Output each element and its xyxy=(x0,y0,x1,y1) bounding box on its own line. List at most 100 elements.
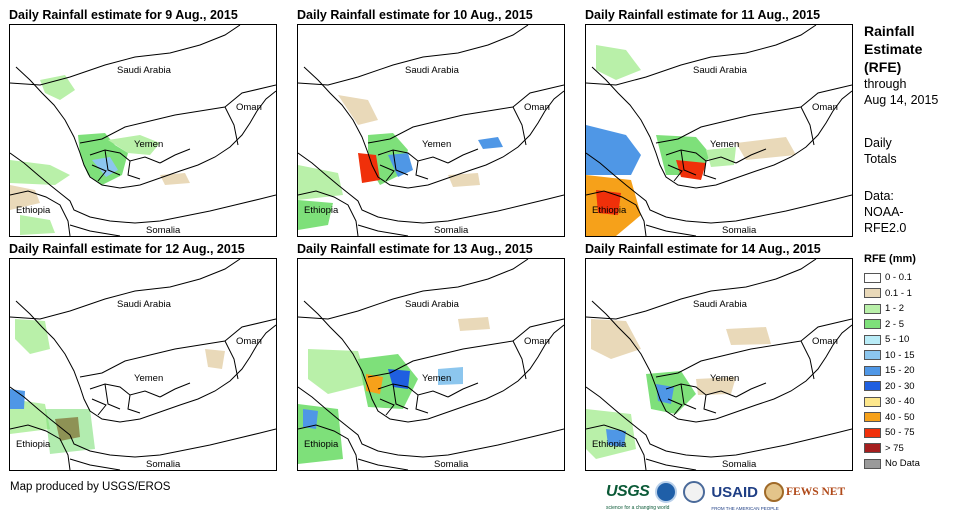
legend-row: 0.1 - 1 xyxy=(864,286,964,302)
legend-title-line: Rainfall xyxy=(864,23,915,39)
label-ethiopia: Ethiopia xyxy=(592,205,627,216)
legend-totals: Totals xyxy=(864,152,897,166)
legend-rfe-title: RFE (mm) xyxy=(864,253,916,265)
legend-title-line: (RFE) xyxy=(864,59,902,75)
legend-row: 20 - 30 xyxy=(864,379,964,395)
legend-label: 30 - 40 xyxy=(885,396,915,408)
legend-through: through xyxy=(864,77,907,91)
label-somalia: Somalia xyxy=(146,459,181,470)
noaa-logo xyxy=(655,481,678,503)
legend-label: 40 - 50 xyxy=(885,411,915,423)
legend-label: 20 - 30 xyxy=(885,380,915,392)
label-somalia: Somalia xyxy=(722,225,757,236)
label-oman: Oman xyxy=(812,102,838,113)
legend-label: 10 - 15 xyxy=(885,349,915,361)
label-ethiopia: Ethiopia xyxy=(16,205,51,216)
legend-label: 2 - 5 xyxy=(885,318,905,330)
panel-title: Daily Rainfall estimate for 9 Aug., 2015 xyxy=(9,8,238,22)
rainfall-map: Saudi Arabia Oman Yemen Ethiopia Somalia xyxy=(585,24,853,237)
seal-logo xyxy=(683,481,706,503)
usgs-tagline: science for a changing world xyxy=(606,505,670,511)
legend-swatch xyxy=(864,458,881,469)
legend-label: 0.1 - 1 xyxy=(885,287,912,299)
label-ethiopia: Ethiopia xyxy=(304,205,339,216)
legend-label: 1 - 2 xyxy=(885,303,905,315)
panel-title: Daily Rainfall estimate for 14 Aug., 201… xyxy=(585,242,821,256)
label-yemen: Yemen xyxy=(134,373,164,384)
panel-title: Daily Rainfall estimate for 13 Aug., 201… xyxy=(297,242,533,256)
legend-swatch xyxy=(864,412,881,423)
legend-row: 10 - 15 xyxy=(864,348,964,364)
legend-source-line: NOAA- xyxy=(864,205,904,219)
legend-source: Data: NOAA- RFE2.0 xyxy=(864,188,906,236)
label-saudi-arabia: Saudi Arabia xyxy=(405,65,459,76)
label-somalia: Somalia xyxy=(146,225,181,236)
label-yemen: Yemen xyxy=(422,373,452,384)
label-somalia: Somalia xyxy=(434,459,469,470)
fews-net-logo: FEWS NET xyxy=(764,482,845,502)
legend-label: > 75 xyxy=(885,442,904,454)
rainfall-area xyxy=(298,95,503,230)
label-ethiopia: Ethiopia xyxy=(16,439,51,450)
legend-row: 50 - 75 xyxy=(864,425,964,441)
panel-title: Daily Rainfall estimate for 12 Aug., 201… xyxy=(9,242,245,256)
legend-period: Daily Totals xyxy=(864,135,897,167)
label-saudi-arabia: Saudi Arabia xyxy=(405,299,459,310)
agency-seal-icon xyxy=(683,481,706,503)
legend-row: 30 - 40 xyxy=(864,394,964,410)
rainfall-map: Saudi Arabia Oman Yemen Ethiopia Somalia xyxy=(297,24,565,237)
noaa-emblem-icon xyxy=(655,481,678,503)
label-oman: Oman xyxy=(812,336,838,347)
label-oman: Oman xyxy=(236,336,262,347)
label-oman: Oman xyxy=(524,102,550,113)
rainfall-area xyxy=(10,75,190,235)
legend-row: 40 - 50 xyxy=(864,410,964,426)
label-somalia: Somalia xyxy=(722,459,757,470)
rainfall-area xyxy=(298,317,490,464)
legend-swatch xyxy=(864,396,881,407)
fews-globe-icon xyxy=(764,482,785,502)
legend-date: Aug 14, 2015 xyxy=(864,93,939,107)
legend-row: 5 - 10 xyxy=(864,332,964,348)
label-yemen: Yemen xyxy=(134,139,164,150)
legend-header: Rainfall Estimate (RFE) through Aug 14, … xyxy=(864,22,964,108)
legend-label: No Data xyxy=(885,458,920,470)
panel-title: Daily Rainfall estimate for 10 Aug., 201… xyxy=(297,8,533,22)
legend-row: 15 - 20 xyxy=(864,363,964,379)
usgs-wordmark: USGS xyxy=(606,483,650,500)
legend-data-label: Data: xyxy=(864,189,894,203)
label-saudi-arabia: Saudi Arabia xyxy=(117,65,171,76)
legend-swatch xyxy=(864,443,881,454)
label-saudi-arabia: Saudi Arabia xyxy=(117,299,171,310)
rainfall-area xyxy=(586,45,796,236)
label-yemen: Yemen xyxy=(422,139,452,150)
legend-row: No Data xyxy=(864,456,964,472)
legend-swatch xyxy=(864,350,881,361)
legend-label: 15 - 20 xyxy=(885,365,915,377)
legend-swatch xyxy=(864,334,881,345)
legend-swatch xyxy=(864,303,881,314)
legend-row: 1 - 2 xyxy=(864,301,964,317)
legend-swatch xyxy=(864,381,881,392)
panel-title: Daily Rainfall estimate for 11 Aug., 201… xyxy=(585,8,821,22)
usaid-tagline: FROM THE AMERICAN PEOPLE xyxy=(711,505,779,511)
legend-swatch xyxy=(864,427,881,438)
fews-wordmark: FEWS NET xyxy=(786,486,846,498)
label-oman: Oman xyxy=(236,102,262,113)
rainfall-map: Saudi Arabia Oman Yemen Ethiopia Somalia xyxy=(9,24,277,237)
label-ethiopia: Ethiopia xyxy=(304,439,339,450)
legend-source-line: RFE2.0 xyxy=(864,221,907,235)
label-yemen: Yemen xyxy=(710,139,740,150)
rainfall-map: Saudi Arabia Oman Yemen Ethiopia Somalia xyxy=(297,258,565,471)
legend-swatch xyxy=(864,319,881,330)
legend-row: 2 - 5 xyxy=(864,317,964,333)
usaid-logo: USAID FROM THE AMERICAN PEOPLE xyxy=(711,484,778,511)
usgs-logo: USGS science for a changing world xyxy=(606,483,669,511)
label-oman: Oman xyxy=(524,336,550,347)
legend-row: 0 - 0.1 xyxy=(864,270,964,286)
legend-title-line: Estimate xyxy=(864,41,923,57)
legend-daily: Daily xyxy=(864,136,892,150)
rainfall-area xyxy=(10,319,225,454)
logo-strip: USGS science for a changing world USAID … xyxy=(606,478,851,511)
label-somalia: Somalia xyxy=(434,225,469,236)
